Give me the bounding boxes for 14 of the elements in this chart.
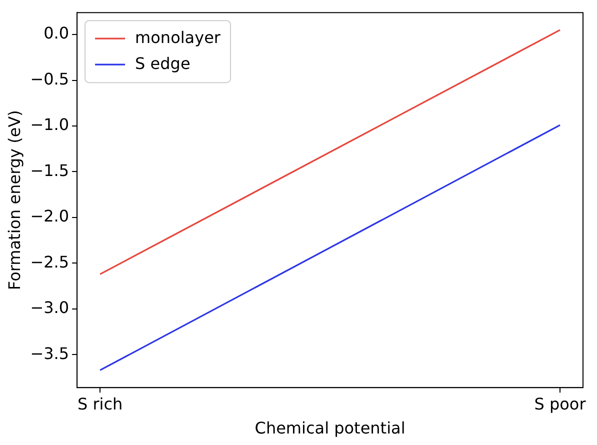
y-tick-label: −2.0 [30,206,70,226]
x-tick-label: S rich [77,394,123,414]
x-tick-label: S poor [534,394,586,414]
y-tick-label: −0.5 [30,69,70,88]
legend-label: monolayer [135,28,221,47]
legend-label: S edge [135,54,190,73]
y-tick-label: −2.5 [30,252,70,272]
y-tick-label: −1.0 [30,115,70,134]
x-axis-title: Chemical potential [254,418,406,438]
y-tick-label: −1.5 [30,160,70,180]
y-tick-label: 0.0 [44,24,70,43]
y-tick-label: −3.0 [30,298,70,318]
y-axis-title: Formation energy (eV) [4,110,24,290]
y-tick-label: −3.5 [30,344,70,363]
